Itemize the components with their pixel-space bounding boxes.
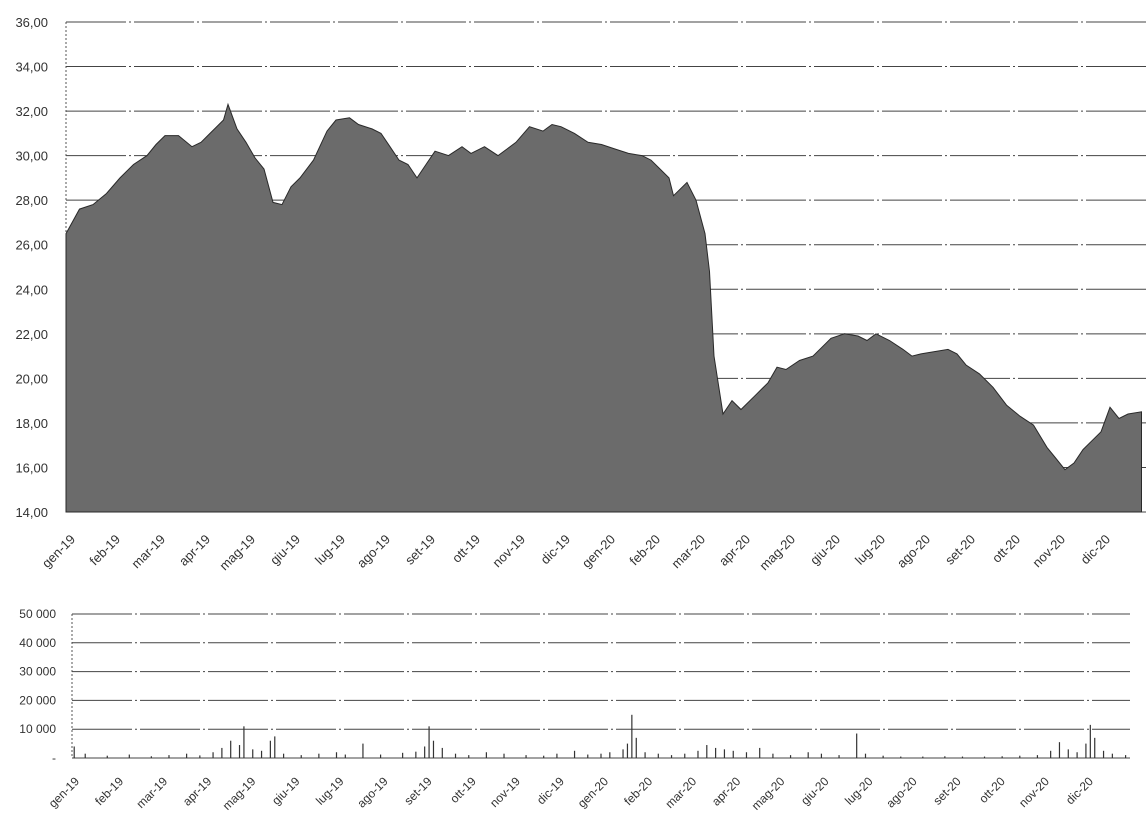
volume-x-tick-label: lug-20 bbox=[842, 774, 876, 808]
volume-x-tick-label: gen-20 bbox=[575, 774, 612, 811]
price-x-tick-label: nov-20 bbox=[1029, 532, 1068, 571]
volume-y-tick-label: 40 000 bbox=[19, 636, 56, 650]
price-x-tick-label: feb-20 bbox=[626, 532, 663, 569]
volume-x-tick-label: apr-19 bbox=[180, 774, 215, 809]
price-y-tick-label: 30,00 bbox=[15, 149, 48, 164]
price-x-tick-label: apr-19 bbox=[176, 532, 213, 569]
volume-x-tick-label: mar-20 bbox=[663, 774, 700, 811]
volume-x-tick-label: apr-20 bbox=[709, 774, 744, 809]
volume-y-tick-label: 20 000 bbox=[19, 693, 56, 707]
volume-x-tick-label: dic-19 bbox=[534, 774, 567, 807]
price-x-tick-label: mag-19 bbox=[216, 532, 258, 574]
price-x-tick-label: feb-19 bbox=[86, 532, 123, 569]
volume-x-tick-label: mar-19 bbox=[134, 774, 171, 811]
price-x-tick-label: dic-20 bbox=[1077, 532, 1113, 568]
volume-x-tick-label: set-20 bbox=[930, 774, 964, 808]
price-x-tick-label: mag-20 bbox=[756, 532, 798, 574]
price-x-tick-label: set-20 bbox=[942, 532, 978, 568]
price-y-tick-label: 14,00 bbox=[15, 505, 48, 520]
price-x-tick-label: lug-20 bbox=[852, 532, 888, 568]
volume-x-tick-label: nov-20 bbox=[1016, 774, 1052, 810]
volume-x-tick-label: ago-19 bbox=[354, 774, 391, 811]
price-area bbox=[65, 102, 1142, 513]
volume-x-tick-label: ott-19 bbox=[447, 774, 479, 806]
price-x-tick-label: ago-20 bbox=[894, 532, 933, 571]
volume-x-tick-label: lug-19 bbox=[313, 774, 347, 808]
price-y-tick-label: 24,00 bbox=[15, 282, 48, 297]
price-x-tick-label: ott-20 bbox=[989, 532, 1023, 566]
price-y-tick-label: 18,00 bbox=[15, 416, 48, 431]
price-x-tick-label: set-19 bbox=[402, 532, 438, 568]
price-x-tick-label: nov-19 bbox=[489, 532, 528, 571]
price-x-tick-label: lug-19 bbox=[312, 532, 348, 568]
price-y-tick-labels: 14,00 16,00 18,00 20,00 22,00 24,00 26,00 28,00… bbox=[15, 15, 48, 520]
price-y-tick-label: 22,00 bbox=[15, 327, 48, 342]
price-x-tick-label: apr-20 bbox=[716, 532, 753, 569]
price-x-tick-label: giu-20 bbox=[807, 532, 843, 568]
volume-y-tick-label: - bbox=[52, 751, 56, 765]
volume-y-tick-label: 10 000 bbox=[19, 722, 56, 736]
price-y-tick-label: 26,00 bbox=[15, 238, 48, 253]
volume-x-tick-label: mag-20 bbox=[749, 774, 788, 813]
volume-y-tick-label: 50 000 bbox=[19, 607, 56, 621]
price-y-tick-label: 16,00 bbox=[15, 460, 48, 475]
volume-x-tick-label: set-19 bbox=[401, 774, 435, 808]
volume-x-tick-label: mag-19 bbox=[220, 774, 259, 813]
price-y-tick-label: 34,00 bbox=[15, 60, 48, 75]
price-y-tick-label: 32,00 bbox=[15, 104, 48, 119]
price-x-tick-labels: gen-19 feb-19 mar-19 apr-19 mag-19 giu-19 lug-… bbox=[39, 532, 1113, 574]
price-x-tick-label: mar-20 bbox=[668, 532, 708, 572]
volume-y-tick-labels: - 10 000 20 000 30 000 40 000 50 000 bbox=[19, 607, 56, 765]
price-x-tick-label: giu-19 bbox=[267, 532, 303, 568]
volume-x-tick-labels: gen-19 feb-19 mar-19 apr-19 mag-19 giu-19 lug-… bbox=[46, 774, 1096, 813]
price-x-tick-label: mar-19 bbox=[128, 532, 168, 572]
price-y-tick-label: 28,00 bbox=[15, 193, 48, 208]
volume-bar-chart: - 10 000 20 000 30 000 40 000 50 000 gen-19 fe… bbox=[19, 607, 1130, 813]
price-y-tick-label: 36,00 bbox=[15, 15, 48, 30]
volume-y-tick-label: 30 000 bbox=[19, 665, 56, 679]
volume-x-tick-label: ott-20 bbox=[976, 774, 1008, 806]
volume-x-tick-label: giu-19 bbox=[269, 774, 303, 808]
price-x-tick-label: ago-19 bbox=[354, 532, 393, 571]
price-x-tick-label: gen-20 bbox=[579, 532, 618, 571]
price-x-tick-label: dic-19 bbox=[537, 532, 573, 568]
volume-bars bbox=[73, 714, 1127, 758]
price-x-tick-label: gen-19 bbox=[39, 532, 78, 571]
price-y-tick-label: 20,00 bbox=[15, 371, 48, 386]
volume-x-tick-label: ago-20 bbox=[883, 774, 920, 811]
price-area-chart: 14,00 16,00 18,00 20,00 22,00 24,00 26,00 28,00… bbox=[15, 15, 1146, 573]
volume-x-tick-label: gen-19 bbox=[46, 774, 83, 811]
price-x-tick-label: ott-19 bbox=[449, 532, 483, 566]
volume-x-tick-label: giu-20 bbox=[798, 774, 832, 808]
volume-x-tick-label: feb-20 bbox=[621, 774, 655, 808]
volume-x-tick-label: dic-20 bbox=[1063, 774, 1096, 807]
volume-x-tick-label: feb-19 bbox=[92, 774, 126, 808]
volume-gridlines bbox=[71, 613, 1130, 759]
volume-x-tick-label: nov-19 bbox=[487, 774, 523, 810]
